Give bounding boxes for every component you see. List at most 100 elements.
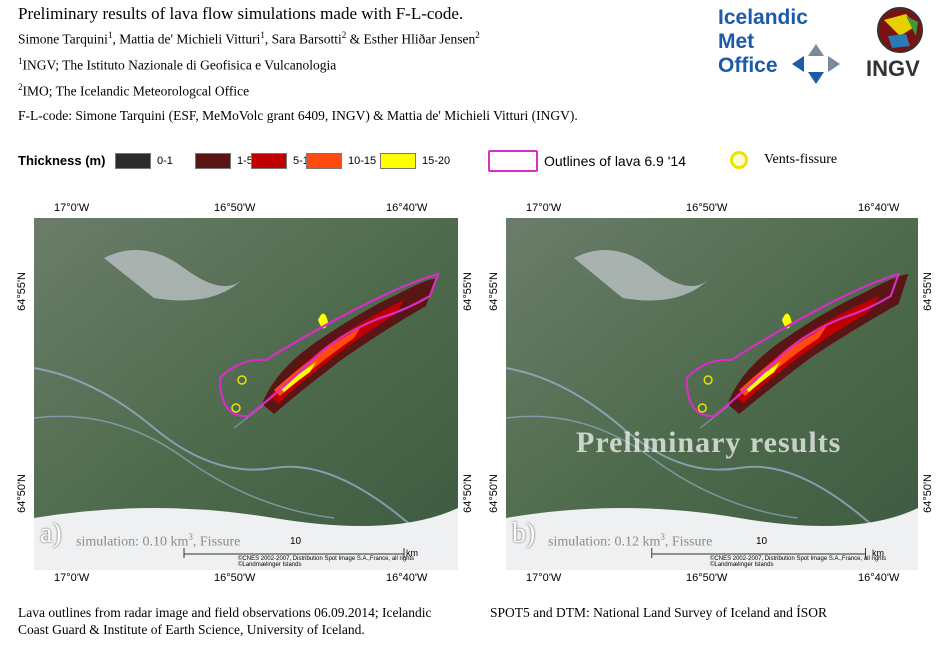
map-a-lava-outline	[218, 272, 440, 418]
map-b-right-lat-1: 64°50'N	[922, 474, 934, 513]
map-a-top-lon-1: 16°50'W	[214, 202, 256, 214]
caption-left: Lava outlines from radar image and field…	[18, 605, 432, 637]
legend-outline-label: Outlines of lava 6.9 '14	[544, 153, 686, 169]
map-b-scale-label: 10	[756, 536, 768, 547]
author-2-sup: 1	[260, 30, 265, 40]
map-a-river	[34, 367, 415, 529]
affiliation-2: 2IMO; The Icelandic Meteorologcal Office	[18, 82, 249, 100]
map-panel-b: 17°0'W 16°50'W 16°40'W 17°0'W 16°50'W 16…	[474, 200, 934, 584]
ingv-globe-icon	[877, 7, 923, 53]
map-a-scale-label: 10	[290, 536, 302, 547]
author-3-sup: 2	[341, 30, 347, 40]
imo-arrows-icon	[792, 44, 840, 84]
map-b-river-2	[506, 415, 798, 519]
affiliation-1-sup: 1	[18, 56, 23, 66]
ingv-logo: INGV	[862, 6, 942, 86]
legend-label-0: 0-1	[157, 155, 173, 167]
map-b-panel-letter: b)	[512, 518, 536, 549]
map-b-bottom-lon-0: 17°0'W	[526, 572, 562, 584]
map-a-image	[34, 218, 458, 570]
author-4: & Esther Hliðar Jensen	[346, 31, 476, 47]
legend-label-3: 10-15	[348, 155, 377, 167]
author-4-sup: 2	[475, 30, 480, 40]
map-a-river-2	[34, 415, 335, 519]
legend-title: Thickness (m)	[18, 153, 106, 168]
map-a-copyright-1: ©CNES 2002-2007, Distribution Spot Image…	[238, 556, 415, 562]
legend-class-3: 10-15	[306, 153, 376, 169]
map-a-panel-letter: a)	[40, 518, 62, 549]
map-b-top-lon-2: 16°40'W	[858, 202, 900, 214]
affiliation-1: 1INGV; The Istituto Nazionale di Geofisi…	[18, 56, 336, 74]
map-b-copyright-1: ©CNES 2002-2007, Distribution Spot Image…	[710, 556, 887, 562]
map-b-lava-flow-max	[745, 362, 781, 392]
map-a-top-lon-0: 17°0'W	[54, 202, 90, 214]
legend-vent-icon	[730, 151, 748, 169]
map-b-glacier-patch	[574, 250, 711, 301]
map-a-vent-2-icon	[231, 403, 241, 413]
map-a-glacier-patch	[104, 250, 244, 301]
map-a-bottom-lon-2: 16°40'W	[386, 572, 428, 584]
map-a-bottom-lon-1: 16°50'W	[214, 572, 256, 584]
map-a-lava-flow-max	[280, 362, 316, 392]
map-b-left-lat-0: 64°55'N	[488, 272, 500, 311]
map-a-left-lat-0: 64°55'N	[16, 272, 28, 311]
map-b-river	[506, 367, 876, 529]
legend-class-0: 0-1	[115, 153, 173, 169]
map-b-lava-outline	[685, 272, 901, 418]
imo-logo-line2: Office	[718, 54, 778, 77]
map-a-scale-unit: km	[406, 548, 418, 558]
map-b-simulation-text: simulation: 0.12 km3, Fissure	[548, 532, 713, 550]
map-b-left-lat-1: 64°50'N	[488, 474, 500, 513]
legend-class-1: 1-5	[195, 153, 253, 169]
legend-outline-swatch	[488, 150, 538, 172]
author-3: , Sara Barsotti	[264, 31, 342, 47]
imo-logo-line1: Icelandic Met	[718, 6, 808, 53]
caption-right: SPOT5 and DTM: National Land Survey of I…	[490, 605, 828, 620]
map-b-top-lon-0: 17°0'W	[526, 202, 562, 214]
map-b-watermark: Preliminary results	[576, 426, 842, 459]
map-b-lava-flow-mid	[735, 296, 880, 404]
legend-label-4: 15-20	[422, 155, 451, 167]
page-title: Preliminary results of lava flow simulat…	[18, 4, 464, 23]
map-b-scale-unit: km	[872, 548, 884, 558]
legend-swatch-0	[115, 153, 151, 169]
imo-logo: Icelandic Met Office	[718, 6, 848, 86]
legend-swatch-2	[251, 153, 287, 169]
map-b-bottom-lon-2: 16°40'W	[858, 572, 900, 584]
legend-swatch-4	[380, 153, 416, 169]
legend-class-4: 15-20	[380, 153, 450, 169]
map-a-simulation-text: simulation: 0.10 km3, Fissure	[76, 532, 241, 550]
credit-line: F-L-code: Simone Tarquini (ESF, MeMoVolc…	[18, 108, 578, 123]
legend-vents-label: Vents-fissure	[764, 152, 838, 167]
map-b-copyright-2: ©Landmælinger Islands	[710, 562, 774, 568]
author-1: Simone Tarquini	[18, 31, 108, 47]
legend-outline: Outlines of lava 6.9 '14	[488, 150, 686, 172]
legend: Thickness (m) 0-1 1-5 5-10 10-15 15-20 O…	[18, 150, 918, 174]
affiliation-1-text: INGV; The Istituto Nazionale di Geofisic…	[22, 57, 337, 73]
map-b-bottom-lon-1: 16°50'W	[686, 572, 728, 584]
authors-line: Simone Tarquini1, Mattia de' Michieli Vi…	[18, 30, 480, 48]
affiliation-2-text: IMO; The Icelandic Meteorologcal Office	[22, 83, 250, 99]
affiliation-2-sup: 2	[18, 82, 23, 92]
author-2: , Mattia de' Michieli Vitturi	[112, 31, 261, 47]
map-a-vent-1-icon	[237, 375, 247, 385]
map-a-lava-flow-mid	[270, 300, 404, 404]
legend-swatch-1	[195, 153, 231, 169]
legend-vents: Vents-fissure	[730, 151, 837, 169]
map-panel-a: 17°0'W 16°50'W 16°40'W 17°0'W 16°50'W 16…	[2, 200, 474, 584]
legend-class-2: 5-10	[251, 153, 315, 169]
ingv-logo-text: INGV	[866, 56, 920, 81]
map-a-right-lat-1: 64°50'N	[462, 474, 474, 513]
map-b-image	[506, 218, 918, 570]
map-a-left-lat-1: 64°50'N	[16, 474, 28, 513]
map-a-bottom-lon-0: 17°0'W	[54, 572, 90, 584]
legend-swatch-3	[306, 153, 342, 169]
map-b-right-lat-0: 64°55'N	[922, 272, 934, 311]
legend-label-1: 1-5	[237, 155, 253, 167]
author-1-sup: 1	[107, 30, 113, 40]
map-a-right-lat-0: 64°55'N	[462, 272, 474, 311]
map-b-vent-1-icon	[703, 375, 713, 385]
map-b-vent-2-icon	[697, 403, 707, 413]
map-b-top-lon-1: 16°50'W	[686, 202, 728, 214]
map-a-copyright-2: ©Landmælinger Islands	[238, 562, 302, 568]
